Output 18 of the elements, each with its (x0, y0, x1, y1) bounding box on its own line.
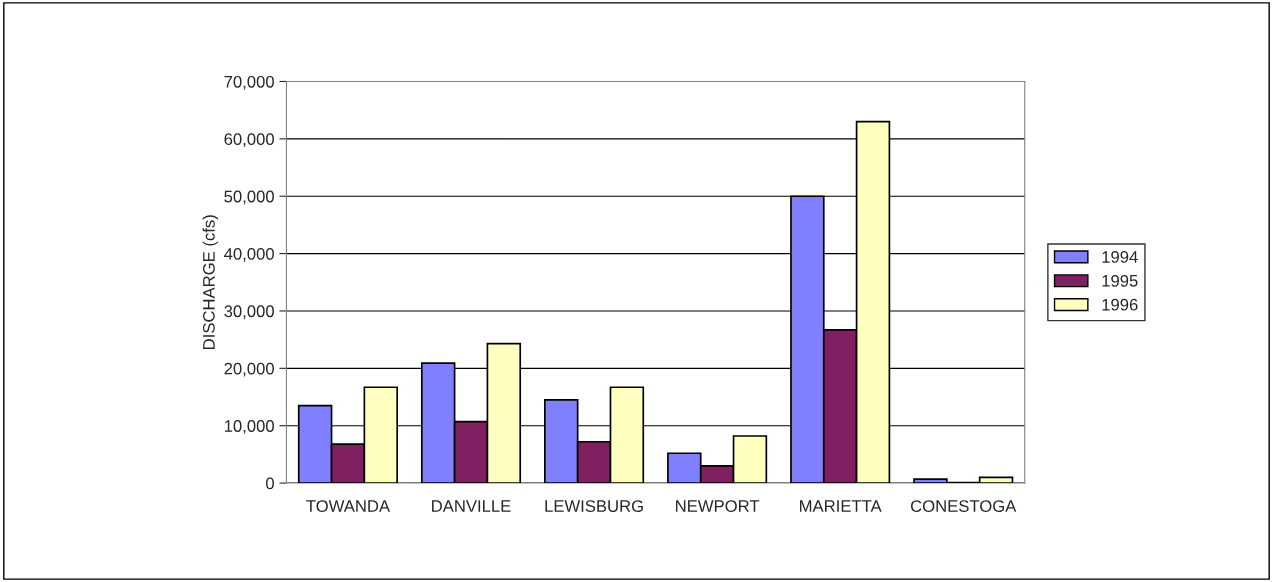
y-tick-label: 70,000 (224, 75, 274, 90)
legend-label: 1994 (1102, 251, 1138, 263)
x-tick-label: LEWISBURG (545, 500, 643, 512)
x-tick-label: NEWPORT (676, 500, 760, 512)
legend-label: 1996 (1102, 298, 1138, 311)
y-tick-label: 60,000 (224, 133, 274, 148)
y-tick-label: 30,000 (224, 305, 274, 320)
x-tick-label: MARIETTA (800, 500, 882, 512)
y-axis-title: DISCHARGE (cfs) (202, 215, 219, 349)
legend-label: 1995 (1102, 274, 1138, 287)
y-tick-label: 20,000 (224, 362, 274, 377)
x-tick-label: DANVILLE (432, 500, 511, 512)
y-tick-label: 10,000 (224, 420, 274, 434)
y-tick-label: 0 (266, 477, 274, 490)
y-tick-label: 40,000 (224, 247, 274, 262)
x-tick-label: CONESTOGA (910, 500, 1017, 512)
x-tick-label: TOWANDA (306, 500, 391, 512)
y-tick-label: 50,000 (224, 190, 274, 205)
